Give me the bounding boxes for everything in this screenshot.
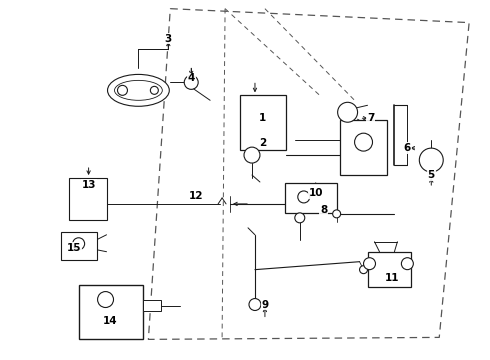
Bar bbox=[240, 95, 286, 150]
Text: 10: 10 bbox=[309, 188, 323, 198]
Ellipse shape bbox=[360, 266, 368, 274]
Ellipse shape bbox=[115, 80, 162, 100]
Ellipse shape bbox=[98, 292, 114, 307]
Text: 15: 15 bbox=[67, 243, 81, 253]
Ellipse shape bbox=[401, 258, 414, 270]
Ellipse shape bbox=[338, 102, 358, 122]
Ellipse shape bbox=[333, 210, 341, 218]
Bar bbox=[78, 285, 144, 339]
Ellipse shape bbox=[244, 147, 260, 163]
Bar bbox=[368, 252, 412, 287]
Text: 8: 8 bbox=[320, 205, 327, 215]
Ellipse shape bbox=[364, 258, 375, 270]
Text: 2: 2 bbox=[259, 138, 267, 148]
Bar bbox=[285, 183, 337, 213]
Bar bbox=[69, 178, 106, 220]
Text: 3: 3 bbox=[165, 33, 172, 44]
Text: 5: 5 bbox=[428, 170, 435, 180]
Ellipse shape bbox=[419, 148, 443, 172]
Ellipse shape bbox=[298, 191, 310, 203]
Text: 1: 1 bbox=[259, 113, 267, 123]
Bar bbox=[144, 300, 161, 311]
Ellipse shape bbox=[355, 133, 372, 151]
Text: 13: 13 bbox=[81, 180, 96, 190]
Ellipse shape bbox=[249, 298, 261, 310]
Text: 4: 4 bbox=[188, 73, 195, 84]
Text: 6: 6 bbox=[404, 143, 411, 153]
Ellipse shape bbox=[118, 85, 127, 95]
Text: 11: 11 bbox=[385, 273, 400, 283]
Text: 9: 9 bbox=[261, 300, 269, 310]
Ellipse shape bbox=[295, 213, 305, 223]
Ellipse shape bbox=[150, 86, 158, 94]
Bar bbox=[340, 120, 388, 175]
Bar bbox=[61, 232, 97, 260]
Text: 7: 7 bbox=[367, 113, 374, 123]
Ellipse shape bbox=[107, 75, 169, 106]
Ellipse shape bbox=[184, 75, 198, 89]
Ellipse shape bbox=[73, 238, 85, 250]
Text: 12: 12 bbox=[189, 191, 203, 201]
Text: 14: 14 bbox=[103, 316, 118, 327]
